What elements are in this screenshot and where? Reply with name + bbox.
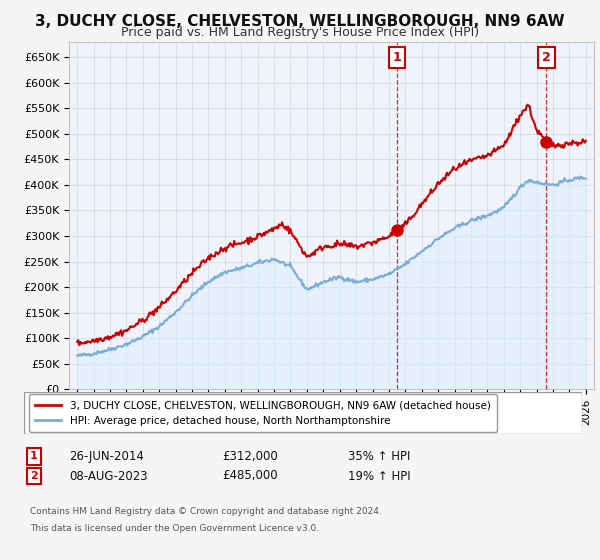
- Text: 2: 2: [30, 471, 38, 481]
- Text: 1: 1: [393, 51, 401, 64]
- Text: 26-JUN-2014: 26-JUN-2014: [69, 450, 144, 463]
- FancyBboxPatch shape: [24, 392, 582, 434]
- Text: Price paid vs. HM Land Registry's House Price Index (HPI): Price paid vs. HM Land Registry's House …: [121, 26, 479, 39]
- Text: 35% ↑ HPI: 35% ↑ HPI: [348, 450, 410, 463]
- Text: 1: 1: [30, 451, 38, 461]
- Text: This data is licensed under the Open Government Licence v3.0.: This data is licensed under the Open Gov…: [30, 524, 319, 533]
- Legend: 3, DUCHY CLOSE, CHELVESTON, WELLINGBOROUGH, NN9 6AW (detached house), HPI: Avera: 3, DUCHY CLOSE, CHELVESTON, WELLINGBOROU…: [29, 394, 497, 432]
- Text: £485,000: £485,000: [222, 469, 278, 483]
- Text: Contains HM Land Registry data © Crown copyright and database right 2024.: Contains HM Land Registry data © Crown c…: [30, 507, 382, 516]
- Text: 3, DUCHY CLOSE, CHELVESTON, WELLINGBOROUGH, NN9 6AW: 3, DUCHY CLOSE, CHELVESTON, WELLINGBOROU…: [35, 14, 565, 29]
- Text: 2: 2: [542, 51, 551, 64]
- Text: £312,000: £312,000: [222, 450, 278, 463]
- Text: 08-AUG-2023: 08-AUG-2023: [69, 469, 148, 483]
- Text: 19% ↑ HPI: 19% ↑ HPI: [348, 469, 410, 483]
